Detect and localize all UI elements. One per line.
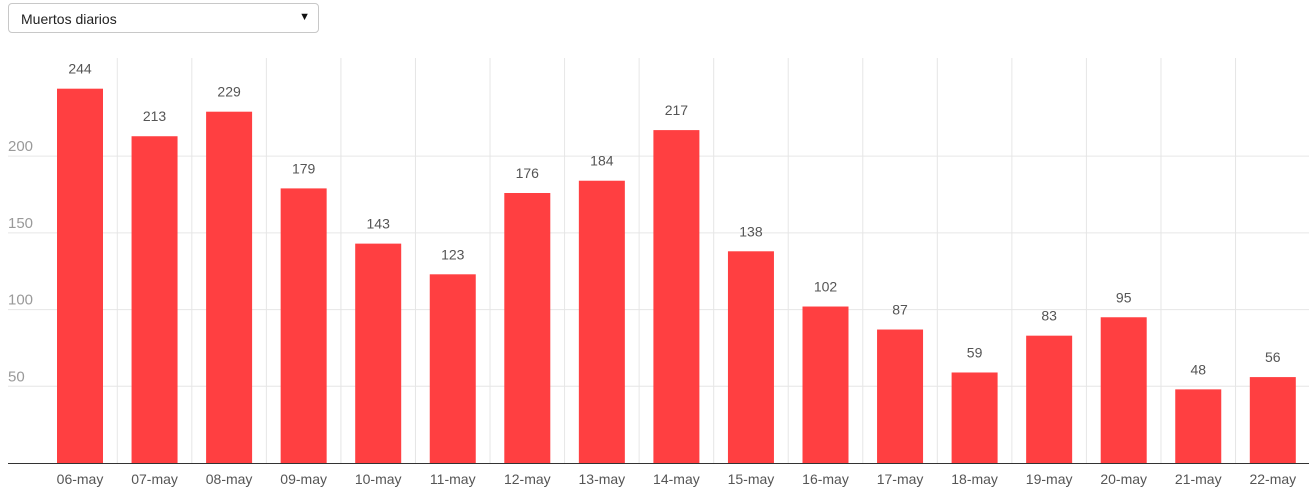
x-tick-label-20-may: 20-may — [1100, 471, 1147, 487]
bar-value-label-17-may: 87 — [892, 302, 908, 318]
x-tick-label-16-may: 16-may — [802, 471, 849, 487]
x-tick-label-14-may: 14-may — [653, 471, 700, 487]
y-tick-label-50: 50 — [8, 368, 25, 385]
bar-18-may — [951, 372, 998, 463]
bar-21-may — [1175, 389, 1222, 463]
x-tick-label-11-may: 11-may — [430, 471, 476, 487]
bar-09-may — [280, 188, 327, 464]
bar-06-may — [57, 88, 103, 463]
bar-value-label-20-may: 95 — [1116, 289, 1132, 305]
x-tick-label-17-may: 17-may — [877, 471, 924, 487]
bar-value-label-11-may: 123 — [441, 246, 465, 262]
bar-value-label-12-may: 176 — [516, 165, 540, 181]
x-tick-label-22-may: 22-may — [1249, 471, 1296, 487]
bar-12-may — [504, 193, 551, 463]
bar-08-may — [206, 111, 253, 464]
bar-value-label-08-may: 229 — [217, 84, 241, 100]
bar-value-label-22-may: 56 — [1265, 349, 1281, 365]
y-tick-label-100: 100 — [8, 292, 33, 309]
bar-value-label-21-may: 48 — [1190, 361, 1206, 377]
bar-19-may — [1026, 335, 1073, 463]
x-tick-label-18-may: 18-may — [951, 471, 998, 487]
bar-value-label-18-may: 59 — [967, 344, 983, 360]
bar-17-may — [877, 329, 924, 463]
metric-select[interactable]: Muertos diarios ▼ — [8, 3, 319, 33]
bar-value-label-06-may: 244 — [68, 61, 92, 77]
bar-value-label-16-may: 102 — [814, 279, 838, 295]
x-tick-label-21-may: 21-may — [1175, 471, 1222, 487]
bar-14-may — [653, 130, 700, 463]
x-tick-label-19-may: 19-may — [1026, 471, 1073, 487]
x-tick-labels: 06-may 07-may 08-may 09-may 10-may 11-may 12-m… — [57, 471, 1296, 487]
x-tick-label-06-may: 06-may — [57, 471, 104, 487]
x-tick-label-08-may: 08-may — [206, 471, 253, 487]
y-tick-label-200: 200 — [8, 138, 33, 155]
bar-11-may — [429, 274, 476, 463]
bar-value-label-10-may: 143 — [367, 216, 391, 232]
bar-13-may — [578, 180, 625, 463]
metric-select-value: Muertos diarios — [21, 11, 117, 27]
bar-value-label-07-may: 213 — [143, 108, 167, 124]
x-tick-label-09-may: 09-may — [280, 471, 327, 487]
caret-down-icon: ▼ — [299, 11, 310, 23]
x-tick-label-13-may: 13-may — [579, 471, 626, 487]
bar-value-label-15-may: 138 — [739, 223, 763, 239]
bar-15-may — [727, 251, 774, 463]
x-tick-label-07-may: 07-may — [131, 471, 178, 487]
bar-value-label-14-may: 217 — [665, 102, 689, 118]
bar-value-label-09-may: 179 — [292, 160, 316, 176]
x-tick-label-12-may: 12-may — [504, 471, 551, 487]
bar-value-label-19-may: 83 — [1041, 308, 1057, 324]
bars — [57, 88, 1296, 464]
bar-07-may — [131, 136, 178, 463]
bar-16-may — [802, 306, 849, 463]
x-tick-label-10-may: 10-may — [355, 471, 402, 487]
bar-value-labels: 244 213 229 179 143 123 176 184 217 138 102 87 59 83 9… — [68, 61, 1280, 378]
bar-10-may — [355, 243, 402, 463]
bar-value-label-13-may: 184 — [590, 153, 614, 169]
vertical-gridlines — [116, 58, 1237, 463]
bar-22-may — [1249, 377, 1296, 463]
y-tick-label-150: 150 — [8, 215, 33, 232]
x-tick-label-15-may: 15-may — [728, 471, 775, 487]
bar-20-may — [1100, 317, 1147, 463]
y-tick-labels: 50 100 150 200 — [8, 138, 33, 385]
